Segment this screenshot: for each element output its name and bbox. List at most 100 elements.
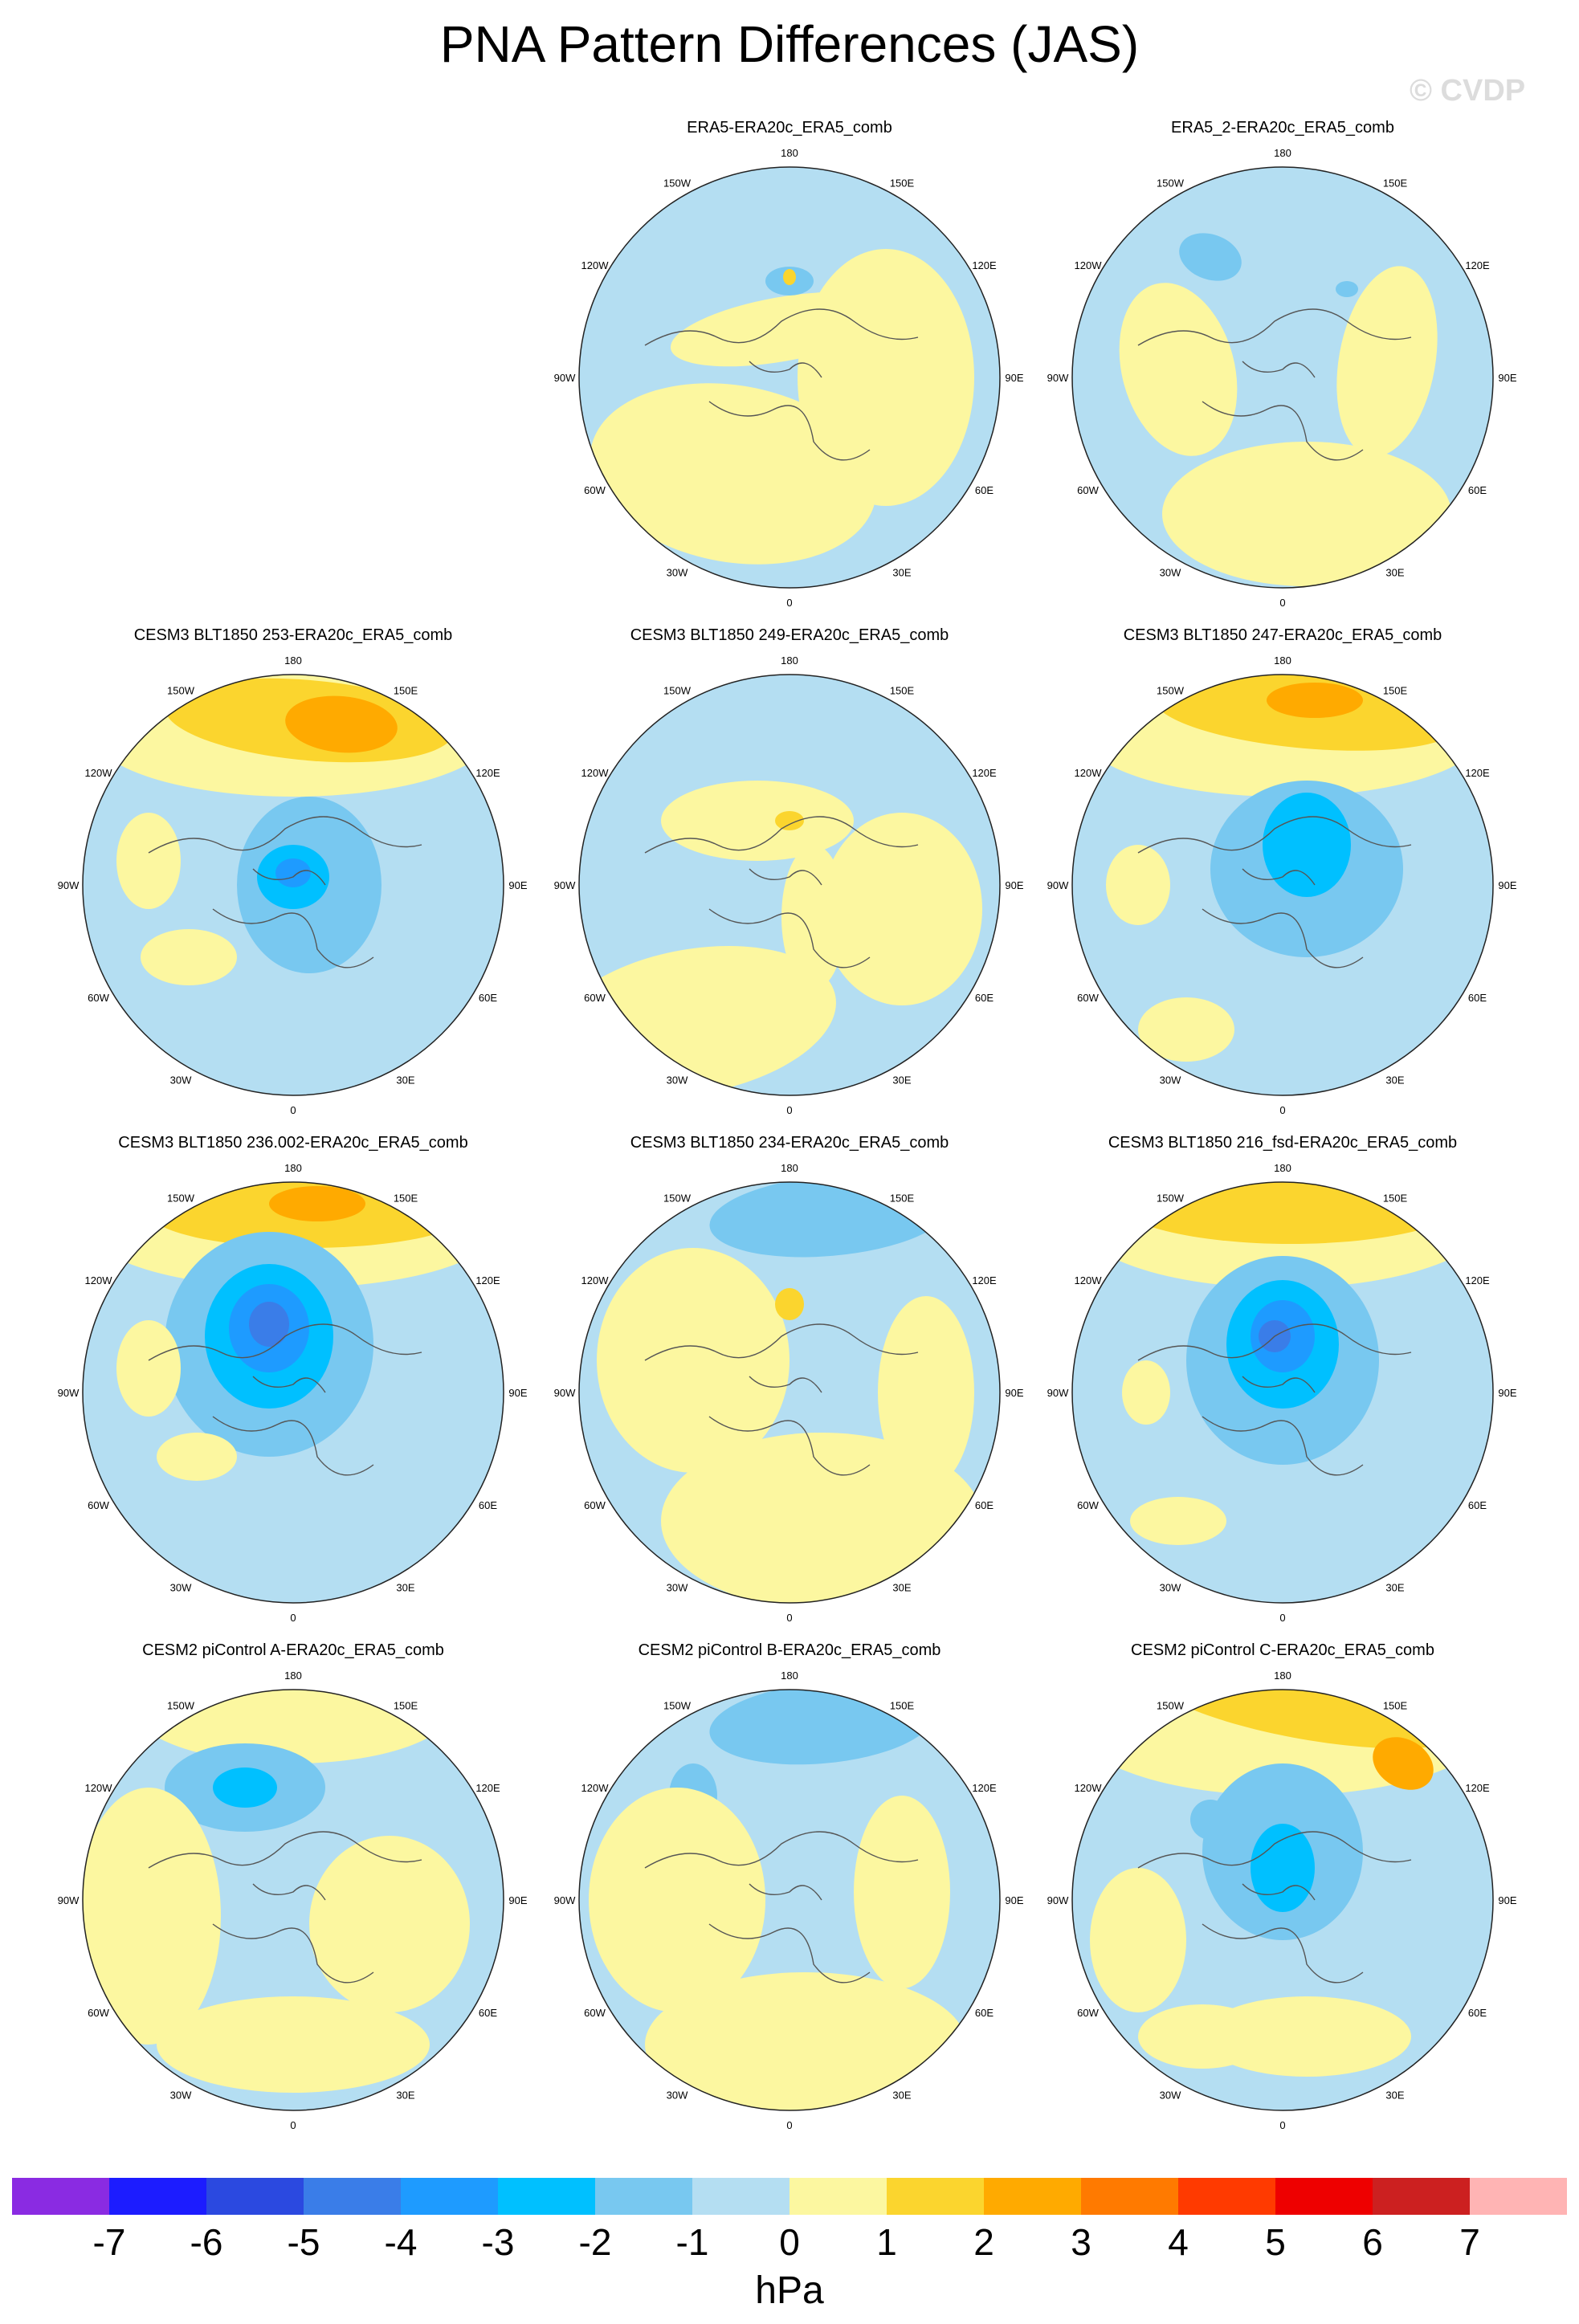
map-panel: CESM3 BLT1850 216_fsd-ERA20c_ERA5_comb 18… [1042,1134,1524,1632]
longitude-label: 150W [663,685,692,697]
panel-title: ERA5-ERA20c_ERA5_comb [687,119,892,137]
colorbar-swatch [498,2178,596,2215]
longitude-label: 150E [394,1700,418,1712]
longitude-label: 180 [1274,1670,1291,1682]
longitude-label: 60E [975,1499,994,1511]
longitude-label: 120E [475,767,500,779]
longitude-label: 150E [890,1700,915,1712]
map-panel: CESM3 BLT1850 236.002-ERA20c_ERA5_comb 18… [52,1134,534,1632]
longitude-label: 0 [786,1612,792,1624]
contour-region [854,1796,950,1988]
longitude-label: 180 [284,1670,302,1682]
contour-region [275,858,311,887]
contour-region [157,1433,237,1481]
longitude-label: 60E [479,992,497,1004]
coastline [148,1831,422,1984]
longitude-label: 30W [667,1582,688,1594]
longitude-label: 120W [1075,259,1103,271]
colorbar-swatch [1470,2178,1567,2215]
colorbar-swatch [1178,2178,1276,2215]
map-panel: CESM3 BLT1850 253-ERA20c_ERA5_comb 180 150… [52,626,534,1124]
longitude-label: 60W [88,992,109,1004]
longitude-label: 150E [1383,685,1408,697]
longitude-label: 30E [1385,2090,1404,2102]
coastline [644,1323,919,1476]
colorbar-units: hPa [755,2269,824,2312]
contour-region [597,1248,790,1473]
colorbar-tick-label: 4 [1168,2221,1189,2263]
contour-region [878,1296,974,1489]
contour-region [1106,845,1170,925]
map-border [82,1181,504,1604]
contour-region [213,1767,277,1808]
colorbar-tick-label: -2 [578,2221,612,2263]
contour-region [116,1320,181,1417]
longitude-label: 60W [1077,1499,1099,1511]
colorbar-swatch [1275,2178,1373,2215]
colorbar [12,2178,1567,2215]
map-panel: CESM2 piControl A-ERA20c_ERA5_comb 180 150… [52,1641,534,2139]
longitude-label: 60W [1077,2007,1099,2019]
longitude-label: 30W [1160,1074,1181,1087]
longitude-label: 120W [85,1274,113,1286]
contour-region [1263,793,1351,897]
map-border [578,1181,1001,1604]
coastline [148,816,422,968]
colorbar-tick-label: -5 [287,2221,320,2263]
coastline [1137,308,1412,461]
longitude-label: 180 [284,1162,302,1174]
contour-region [1122,1360,1170,1425]
longitude-label: 150W [1157,1700,1185,1712]
contour-region [783,269,796,285]
colorbar-swatch [692,2178,790,2215]
longitude-label: 150W [1157,685,1185,697]
colorbar-swatch [595,2178,693,2215]
colorbar-swatch [109,2178,207,2215]
polar-map: 180 150E 120E 90E 60E 30E 0 30W 60W 90W 120W 150W [554,1162,1024,1624]
map-border [82,1689,504,2111]
longitude-label: 120W [1075,767,1103,779]
longitude-label: 30W [170,1074,192,1087]
longitude-label: 90W [58,1387,80,1399]
panel-title: CESM3 BLT1850 234-ERA20c_ERA5_comb [630,1134,949,1152]
longitude-label: 150E [1383,177,1408,190]
longitude-label: 60E [479,2007,497,2019]
panel-title: CESM3 BLT1850 216_fsd-ERA20c_ERA5_comb [1108,1134,1458,1152]
contour-region [1336,281,1358,297]
longitude-label: 150E [1383,1700,1408,1712]
longitude-label: 60E [1468,992,1487,1004]
longitude-label: 180 [284,654,302,667]
longitude-label: 180 [781,1670,798,1682]
colorbar-tick-label: 7 [1459,2221,1480,2263]
polar-map: 180 150E 120E 90E 60E 30E 0 30W 60W 90W 120W 150W [58,654,528,1116]
longitude-label: 90W [1047,372,1069,384]
colorbar-tick-label: -3 [481,2221,515,2263]
coastline [644,308,919,461]
panel-title: CESM2 piControl C-ERA20c_ERA5_comb [1131,1641,1434,1659]
colorbar-tick-label: 3 [1071,2221,1091,2263]
longitude-label: 60E [975,484,994,496]
longitude-label: 90W [554,879,576,891]
coastline [1137,816,1412,968]
longitude-label: 150W [167,1193,195,1205]
figure-title: PNA Pattern Differences (JAS) [439,15,1140,73]
longitude-label: 30W [1160,567,1181,579]
panel-title: CESM3 BLT1850 249-ERA20c_ERA5_comb [630,626,949,644]
contour-region [1336,266,1438,457]
map-panel: CESM3 BLT1850 247-ERA20c_ERA5_comb 180 150… [1042,626,1524,1124]
longitude-label: 60W [88,2007,109,2019]
longitude-label: 150E [394,685,418,697]
polar-map: 180 150E 120E 90E 60E 30E 0 30W 60W 90W 120W 150W [58,1162,528,1624]
contour-region [1130,1497,1226,1545]
longitude-label: 150W [167,1700,195,1712]
longitude-label: 120E [972,767,997,779]
coastline [1137,1831,1412,1984]
longitude-label: 180 [781,147,798,159]
longitude-label: 90W [1047,1894,1069,1906]
longitude-label: 60W [584,484,606,496]
longitude-label: 30E [1385,1074,1404,1087]
longitude-label: 180 [1274,1162,1291,1174]
longitude-label: 120E [972,1274,997,1286]
longitude-label: 150W [663,177,692,190]
map-border [82,674,504,1096]
